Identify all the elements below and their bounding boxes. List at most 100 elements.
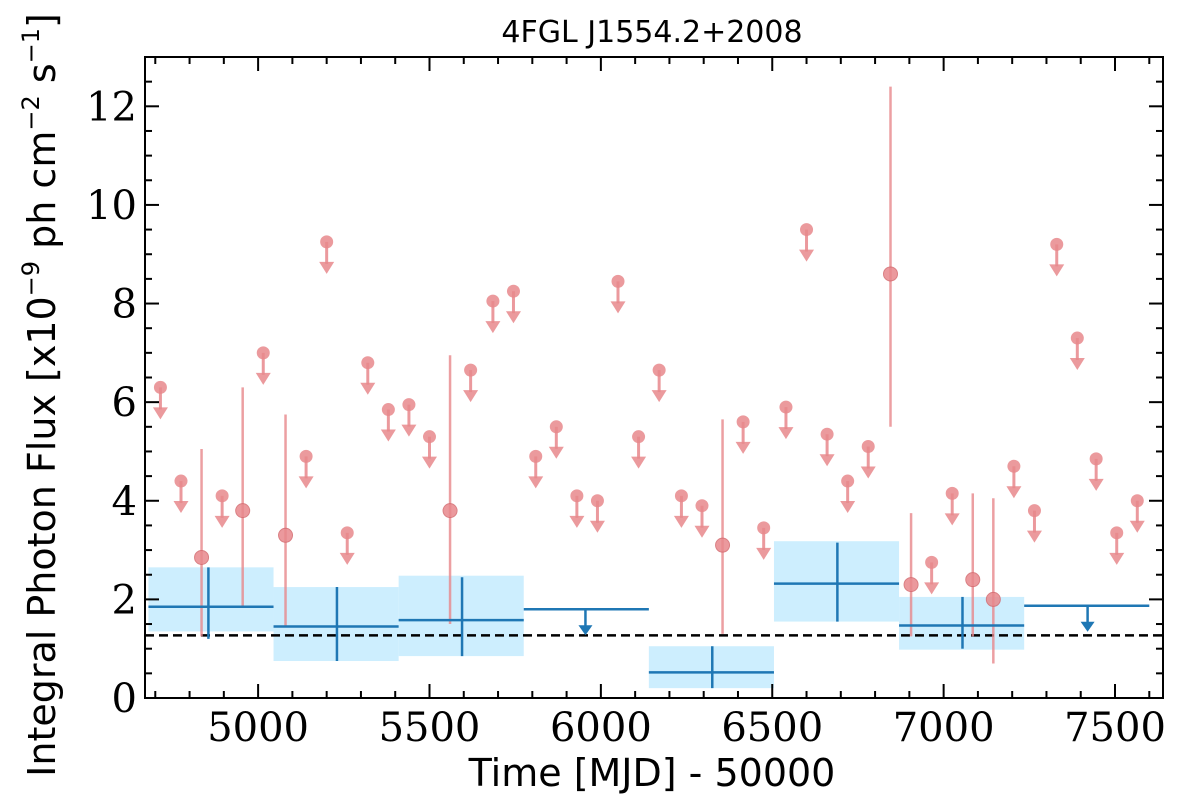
upper-limit-marker: [1089, 452, 1103, 466]
upper-limit-marker: [757, 521, 771, 535]
upper-limit-marker: [1027, 504, 1041, 518]
upper-limit-arrow: [339, 552, 355, 565]
upper-limit-arrow: [298, 476, 314, 489]
short-bin-point: [903, 577, 919, 593]
upper-limit-arrow: [1049, 264, 1065, 277]
upper-limit-marker: [841, 474, 855, 488]
short-bin-point: [442, 503, 458, 519]
y-tick-label: 0: [112, 676, 137, 722]
plot-area: 5000 5500 6000 6500 7000 7500 0 2 4 6 8 10 12: [86, 56, 1166, 751]
upper-limit-marker: [861, 440, 875, 454]
upper-limit-arrow: [569, 515, 585, 528]
upper-limit-arrow: [319, 261, 335, 274]
x-tick-label: 5500: [379, 705, 481, 751]
upper-limit-arrow: [1026, 530, 1042, 543]
y-tick-label: 4: [112, 479, 137, 525]
upper-limit-marker: [174, 474, 188, 488]
chart-title: 4FGL J1554.2+2008: [501, 15, 802, 50]
long-bin-upper-limit-arrow: [578, 625, 593, 636]
upper-limit-arrow: [631, 456, 647, 469]
x-tick-label: 5000: [207, 705, 309, 751]
upper-limit-marker: [340, 526, 354, 540]
plot-inner: [145, 86, 1163, 689]
upper-limit-arrow: [673, 515, 689, 528]
upper-limit-arrow: [421, 456, 437, 469]
upper-limit-arrow: [1006, 486, 1022, 499]
upper-limit-arrow: [214, 515, 230, 528]
y-tick-label: 10: [86, 183, 137, 229]
upper-limit-arrow: [548, 446, 564, 459]
upper-limit-marker: [299, 449, 313, 463]
upper-limit-arrow: [778, 427, 794, 440]
upper-limit-arrow: [401, 424, 417, 437]
short-bin-point: [883, 266, 899, 282]
upper-limit-marker: [381, 403, 395, 417]
x-tick-label: 7000: [893, 705, 995, 751]
upper-limit-marker: [695, 499, 709, 513]
upper-limit-marker: [925, 555, 939, 569]
upper-limit-arrow: [610, 301, 626, 314]
x-tick-label: 6000: [550, 705, 652, 751]
upper-limit-marker: [215, 489, 229, 503]
upper-limit-marker: [402, 398, 416, 412]
upper-limit-marker: [506, 284, 520, 298]
upper-limit-marker: [1070, 331, 1084, 345]
upper-limit-arrow: [1109, 552, 1125, 565]
upper-limit-marker: [549, 420, 563, 434]
x-axis-label: Time [MJD] - 50000: [468, 751, 836, 795]
upper-limit-arrow: [1088, 478, 1104, 491]
upper-limit-arrow: [485, 321, 501, 334]
upper-limit-arrow: [589, 520, 605, 533]
upper-limit-marker: [1130, 494, 1144, 508]
upper-limit-arrow: [860, 466, 876, 479]
upper-limit-arrow: [756, 547, 772, 560]
upper-limit-marker: [1110, 526, 1124, 540]
upper-limit-marker: [320, 235, 334, 249]
upper-limit-arrow: [528, 476, 544, 489]
upper-limit-arrow: [799, 249, 815, 262]
upper-limit-marker: [945, 486, 959, 500]
upper-limit-marker: [529, 449, 543, 463]
upper-limit-marker: [153, 380, 167, 394]
upper-limit-arrow: [944, 513, 960, 526]
upper-limit-marker: [361, 356, 375, 370]
short-bin-point: [965, 572, 981, 588]
short-bin-point: [278, 527, 294, 543]
long-bin-band: [148, 567, 274, 632]
short-bin-point: [194, 549, 210, 565]
x-tick-label: 6500: [721, 705, 823, 751]
upper-limit-arrow: [380, 429, 396, 442]
upper-limit-marker: [1007, 459, 1021, 473]
upper-limit-marker: [570, 489, 584, 503]
long-bin-upper-limit-arrow: [1080, 621, 1095, 632]
upper-limit-marker: [632, 430, 646, 444]
upper-limit-marker: [256, 346, 270, 360]
upper-limit-arrow: [173, 501, 189, 514]
upper-limit-marker: [736, 415, 750, 429]
y-tick-label: 8: [112, 282, 137, 328]
upper-limit-marker: [1050, 237, 1064, 251]
short-bin-point: [235, 503, 251, 519]
upper-limit-marker: [779, 400, 793, 414]
upper-limit-arrow: [651, 390, 667, 403]
upper-limit-arrow: [840, 501, 856, 514]
upper-limit-arrow: [819, 454, 835, 467]
upper-limit-arrow: [1129, 520, 1145, 533]
y-tick-label: 2: [112, 577, 137, 623]
upper-limit-marker: [611, 274, 625, 288]
upper-limit-marker: [800, 223, 814, 237]
x-tick-label: 7500: [1064, 705, 1166, 751]
upper-limit-marker: [590, 494, 604, 508]
y-axis-label: Integral Photon Flux [x10−9 ph cm−2 s−1]: [17, 13, 64, 777]
y-tick-label: 6: [112, 380, 137, 426]
upper-limit-arrow: [505, 311, 521, 324]
upper-limit-marker: [464, 363, 478, 377]
upper-limit-arrow: [924, 582, 940, 595]
short-bin-point: [715, 537, 731, 553]
short-bin-point: [985, 591, 1001, 607]
upper-limit-marker: [422, 430, 436, 444]
upper-limit-arrow: [1069, 358, 1085, 371]
upper-limit-marker: [674, 489, 688, 503]
upper-limit-arrow: [463, 390, 479, 403]
